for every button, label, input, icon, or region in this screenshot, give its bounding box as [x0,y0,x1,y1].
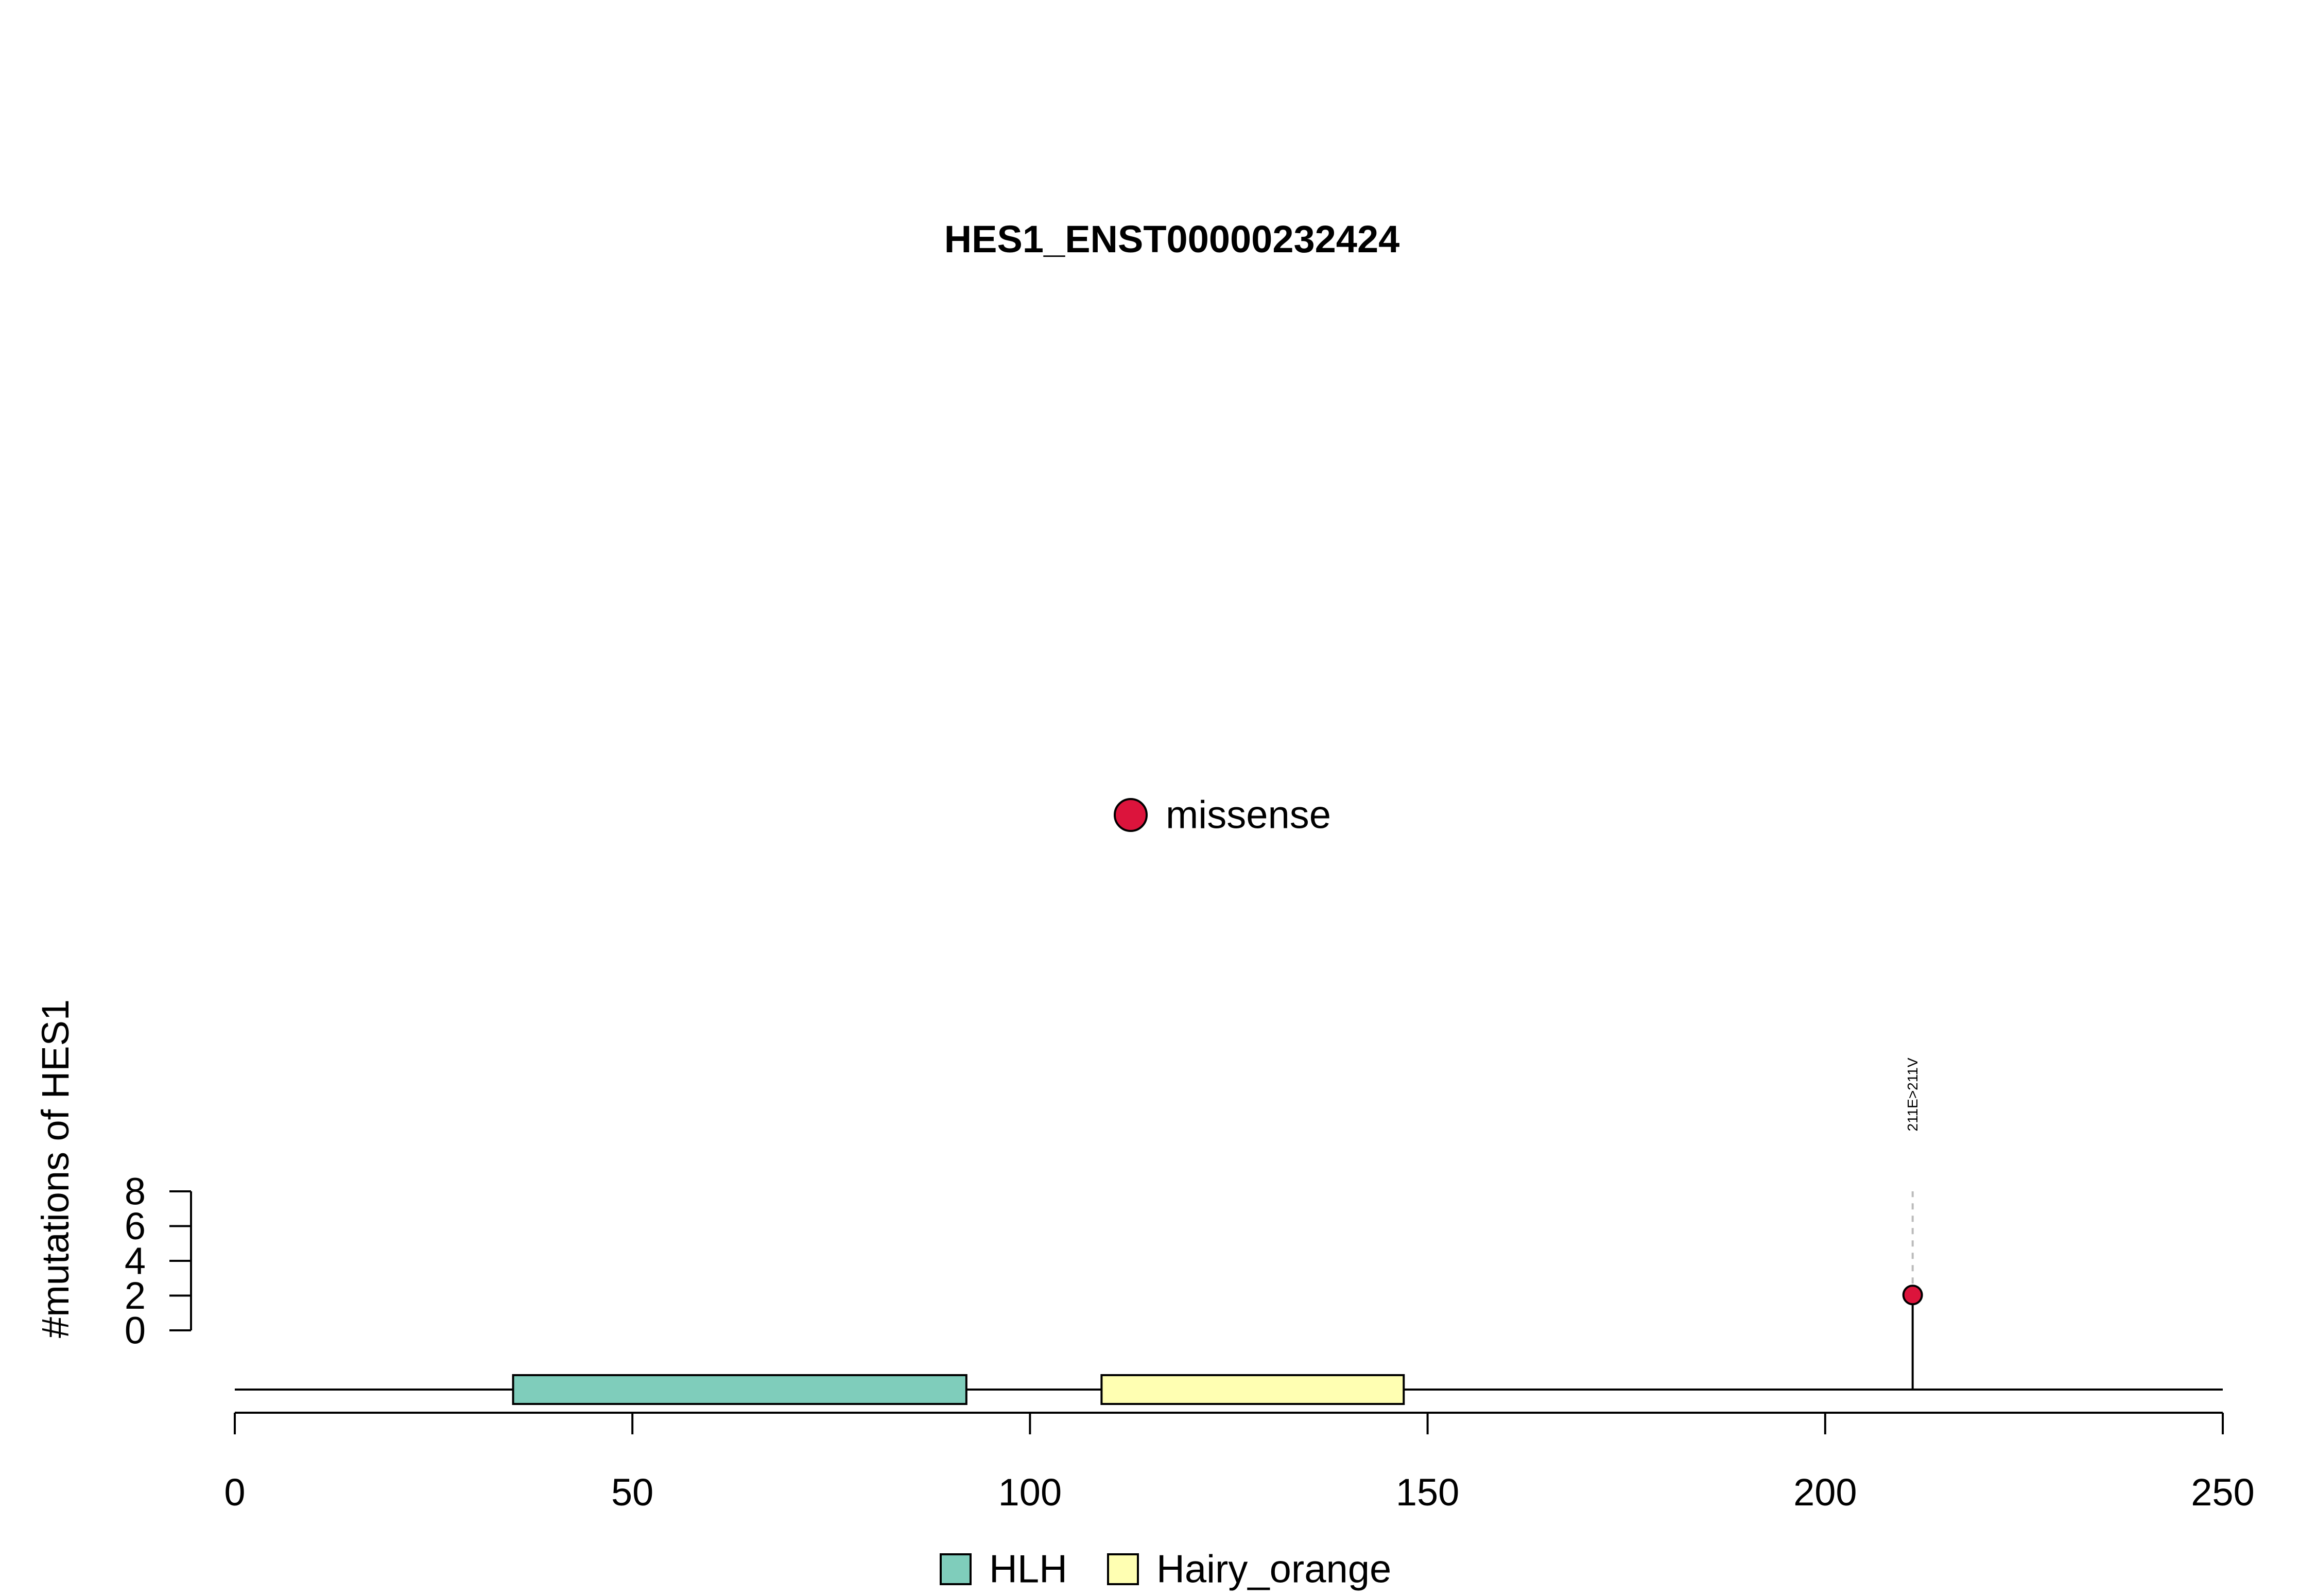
y-tick-label: 4 [125,1240,146,1282]
x-tick-label: 200 [1793,1471,1857,1514]
x-tick-label: 0 [224,1471,245,1514]
legend-label-hlh: HLH [989,1548,1067,1591]
x-tick-label: 150 [1396,1471,1459,1514]
chart-title: HES1_ENST00000232424 [944,218,1400,261]
domain-legend: HLH Hairy_orange [940,1548,1391,1591]
legend-label-missense: missense [1166,793,1331,837]
domain-boxes [512,1374,1405,1405]
lollipop-head [1902,1285,1923,1306]
domain-box-hlh [512,1374,967,1405]
x-tick-label: 100 [998,1471,1062,1514]
legend-key-missense [1114,798,1148,832]
x-tick-label: 50 [611,1471,653,1514]
mutation-label: 211E>211V [1905,1057,1921,1131]
x-tick-label: 250 [2191,1471,2254,1514]
y-axis-label: #mutations of HES1 [34,999,77,1338]
y-tick-label: 8 [125,1170,146,1213]
legend-label-hairy-orange: Hairy_orange [1156,1548,1391,1591]
y-tick-label: 2 [125,1274,146,1317]
legend-swatch-hairy-orange [1107,1553,1139,1585]
y-tick-label: 6 [125,1205,146,1247]
legend-swatch-hlh [940,1553,972,1585]
y-tick-label: 0 [125,1309,146,1352]
domain-box-hairy-orange [1100,1374,1405,1405]
x-axis: 0 50 100 150 200 250 [224,1412,2255,1514]
mutation-lollipops: 211E>211V [1902,1057,1923,1390]
mutation-type-legend: missense [1114,793,1331,837]
